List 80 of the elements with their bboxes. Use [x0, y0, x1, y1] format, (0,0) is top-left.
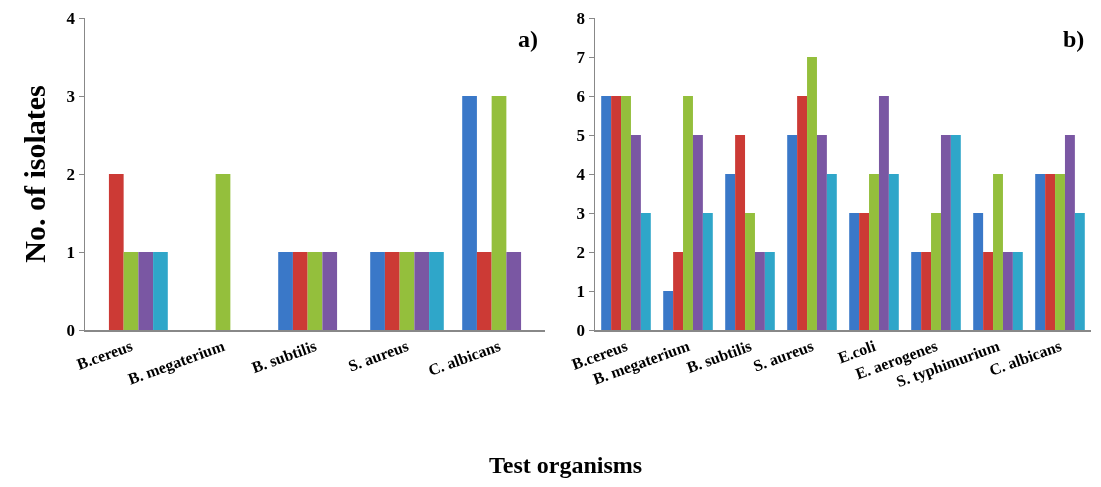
bar	[1002, 252, 1013, 330]
bar	[787, 135, 798, 330]
bar	[993, 174, 1003, 330]
bar	[621, 96, 631, 330]
bar	[692, 135, 703, 330]
y-tick-label: 2	[66, 164, 76, 184]
bar	[215, 174, 231, 330]
bar	[506, 252, 522, 330]
bar	[153, 252, 168, 330]
bar	[1012, 252, 1023, 330]
x-tick-label: B.cereus	[74, 337, 135, 373]
bar	[764, 252, 775, 330]
bar	[370, 252, 385, 330]
y-tick-label: 0	[576, 320, 586, 340]
bar	[462, 96, 477, 330]
bar	[911, 252, 922, 330]
bar	[640, 213, 651, 330]
bar	[123, 252, 139, 330]
bar	[940, 135, 951, 330]
bar	[1045, 174, 1056, 330]
bar	[859, 213, 870, 330]
bar	[476, 252, 492, 330]
bar	[673, 252, 684, 330]
bar	[278, 252, 293, 330]
annotation: b)	[1063, 26, 1085, 52]
bar	[983, 252, 994, 330]
y-tick-label: 2	[576, 242, 586, 262]
bar	[745, 213, 755, 330]
bar	[826, 174, 837, 330]
bar	[973, 213, 984, 330]
y-tick-label: 1	[66, 242, 76, 262]
bar	[1035, 174, 1046, 330]
bar	[663, 291, 674, 330]
y-tick-label: 0	[66, 320, 76, 340]
bar	[849, 213, 860, 330]
x-tick-label: C. albicans	[425, 337, 503, 379]
bar	[630, 135, 641, 330]
bar	[702, 213, 713, 330]
bar	[1055, 174, 1065, 330]
bar	[807, 57, 817, 330]
x-tick-label: S. aureus	[345, 337, 411, 375]
bar	[878, 96, 889, 330]
y-axis-title: No. of isolates	[17, 85, 51, 263]
x-tick-label: B. subtilis	[249, 337, 319, 377]
x-axis-title: Test organisms	[489, 452, 643, 478]
bar	[869, 174, 879, 330]
bar	[931, 213, 941, 330]
y-tick-label: 4	[66, 8, 76, 28]
y-tick-label: 1	[576, 281, 586, 301]
bar	[384, 252, 400, 330]
bar	[754, 252, 765, 330]
bar	[888, 174, 899, 330]
y-tick-label: 8	[576, 8, 586, 28]
bar	[683, 96, 693, 330]
bar	[601, 96, 612, 330]
y-tick-label: 3	[66, 86, 76, 106]
bar	[292, 252, 308, 330]
bar	[414, 252, 430, 330]
y-tick-label: 7	[576, 47, 586, 67]
bar	[322, 252, 338, 330]
annotation: a)	[518, 26, 538, 52]
bar	[429, 252, 444, 330]
bar	[399, 252, 415, 330]
bar	[491, 96, 507, 330]
bar	[725, 174, 736, 330]
bar	[307, 252, 323, 330]
y-tick-label: 5	[576, 125, 586, 145]
bar	[921, 252, 932, 330]
bar	[108, 174, 124, 330]
y-tick-label: 3	[576, 203, 586, 223]
bar	[138, 252, 154, 330]
bar	[797, 96, 808, 330]
bar	[1074, 213, 1085, 330]
bar	[735, 135, 746, 330]
bar	[611, 96, 622, 330]
bar	[950, 135, 961, 330]
bar	[816, 135, 827, 330]
bar	[1064, 135, 1075, 330]
y-tick-label: 4	[576, 164, 586, 184]
y-tick-label: 6	[576, 86, 586, 106]
